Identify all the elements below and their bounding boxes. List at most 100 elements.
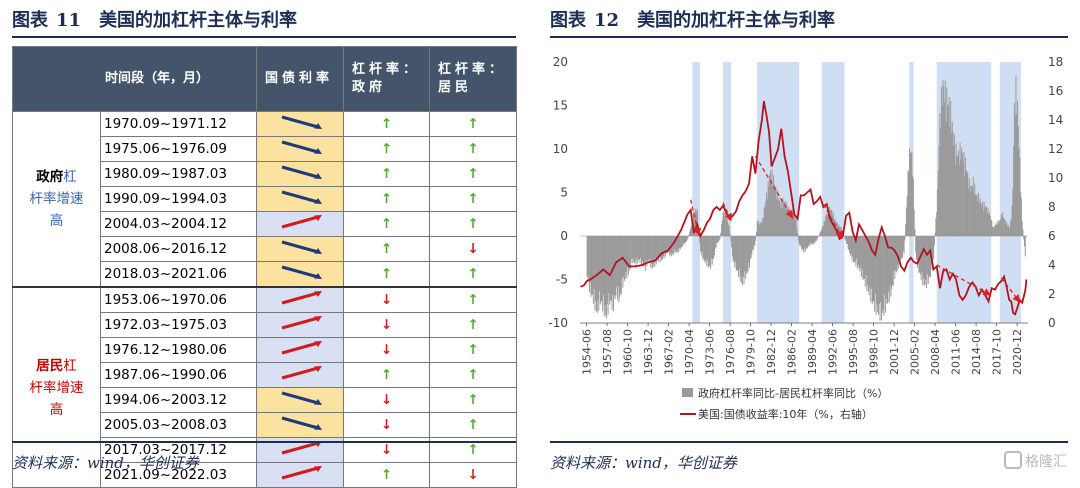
bar <box>636 236 637 258</box>
bar <box>930 236 931 277</box>
bar <box>707 236 708 261</box>
bar <box>654 236 655 267</box>
y-right-tick-label: 18 <box>1048 55 1063 69</box>
bar <box>754 236 755 245</box>
bar <box>925 236 926 285</box>
bar <box>918 236 919 263</box>
bar <box>786 210 787 236</box>
bar <box>770 171 771 236</box>
bar <box>650 236 651 268</box>
bar <box>959 165 960 236</box>
bar <box>686 236 687 241</box>
bar <box>848 236 849 249</box>
bar <box>917 236 918 268</box>
bar <box>688 235 689 236</box>
bar <box>735 236 736 262</box>
trend-arrow <box>937 265 991 295</box>
bar <box>861 236 862 277</box>
bar <box>967 173 968 236</box>
bar <box>964 176 965 236</box>
bar <box>947 106 948 236</box>
bar <box>634 236 635 263</box>
bar <box>759 225 760 236</box>
watermark-logo: 格隆汇 <box>1004 451 1067 471</box>
group-label-soft: 高 <box>50 213 64 229</box>
bar <box>653 236 654 267</box>
bar <box>1022 221 1023 236</box>
bar <box>608 236 609 315</box>
bar <box>832 216 833 236</box>
bar <box>839 227 840 236</box>
bar <box>796 218 797 236</box>
x-tick-label: 2011-06 <box>950 329 963 375</box>
bar <box>851 236 852 254</box>
bar <box>621 236 622 295</box>
res-arrow-up-icon: ↑ <box>430 313 517 338</box>
bar <box>831 210 832 236</box>
bar <box>772 187 773 236</box>
bar <box>977 194 978 236</box>
y-right-tick-label: 6 <box>1048 229 1056 243</box>
bar <box>1010 221 1011 236</box>
rate-arrow-down-icon <box>257 162 344 187</box>
period-cell: 2004.03~2004.12 <box>101 212 257 237</box>
bar <box>888 236 889 292</box>
bar <box>1000 220 1001 236</box>
bar <box>815 236 816 241</box>
bar <box>841 227 842 236</box>
bar <box>644 236 645 264</box>
bar <box>907 170 908 236</box>
bar <box>890 236 891 285</box>
bar <box>775 186 776 236</box>
bar <box>723 212 724 236</box>
res-arrow-up-icon: ↑ <box>430 162 517 187</box>
group-label-soft: 杠 <box>63 169 77 185</box>
bar <box>769 174 770 236</box>
bar <box>1002 212 1003 236</box>
bar <box>609 236 610 305</box>
bar <box>977 202 978 236</box>
y-left-tick-label: 10 <box>553 142 568 156</box>
gov-arrow-up-icon: ↑ <box>344 187 430 212</box>
left-title-rule <box>12 36 516 38</box>
trend-arrow <box>820 198 843 239</box>
bar <box>792 210 793 236</box>
bar <box>828 215 829 236</box>
bar <box>803 236 804 253</box>
group-label-soft: 杆率增速 <box>30 380 84 396</box>
bar <box>878 236 879 315</box>
bar <box>852 236 853 261</box>
bar <box>690 229 691 236</box>
bar <box>982 202 983 236</box>
bar <box>750 236 751 259</box>
bar <box>1003 218 1004 236</box>
rate-arrow-down-icon <box>257 237 344 262</box>
rate-arrow-down-icon <box>257 137 344 162</box>
gov-arrow-down-icon: ↓ <box>344 388 430 413</box>
bar <box>983 211 984 236</box>
bar <box>1018 126 1019 236</box>
bar <box>823 226 824 236</box>
bar <box>617 236 618 300</box>
bar <box>853 236 854 263</box>
shaded-period <box>757 62 799 323</box>
bar <box>1019 157 1020 236</box>
bar <box>753 236 754 250</box>
bar <box>925 236 926 280</box>
bar <box>929 236 930 276</box>
bar <box>927 236 928 274</box>
bar <box>622 236 623 278</box>
bar <box>954 135 955 236</box>
bar <box>587 236 588 281</box>
bar <box>887 236 888 303</box>
bar <box>1015 115 1016 236</box>
bar <box>843 234 844 236</box>
bar <box>589 236 590 292</box>
right-bottom-rule <box>550 441 1068 443</box>
gov-arrow-up-icon: ↑ <box>344 212 430 237</box>
bar <box>602 236 603 311</box>
bar <box>1009 228 1010 236</box>
rate-arrow-down-icon <box>257 262 344 288</box>
bar <box>761 223 762 236</box>
bar <box>981 206 982 236</box>
